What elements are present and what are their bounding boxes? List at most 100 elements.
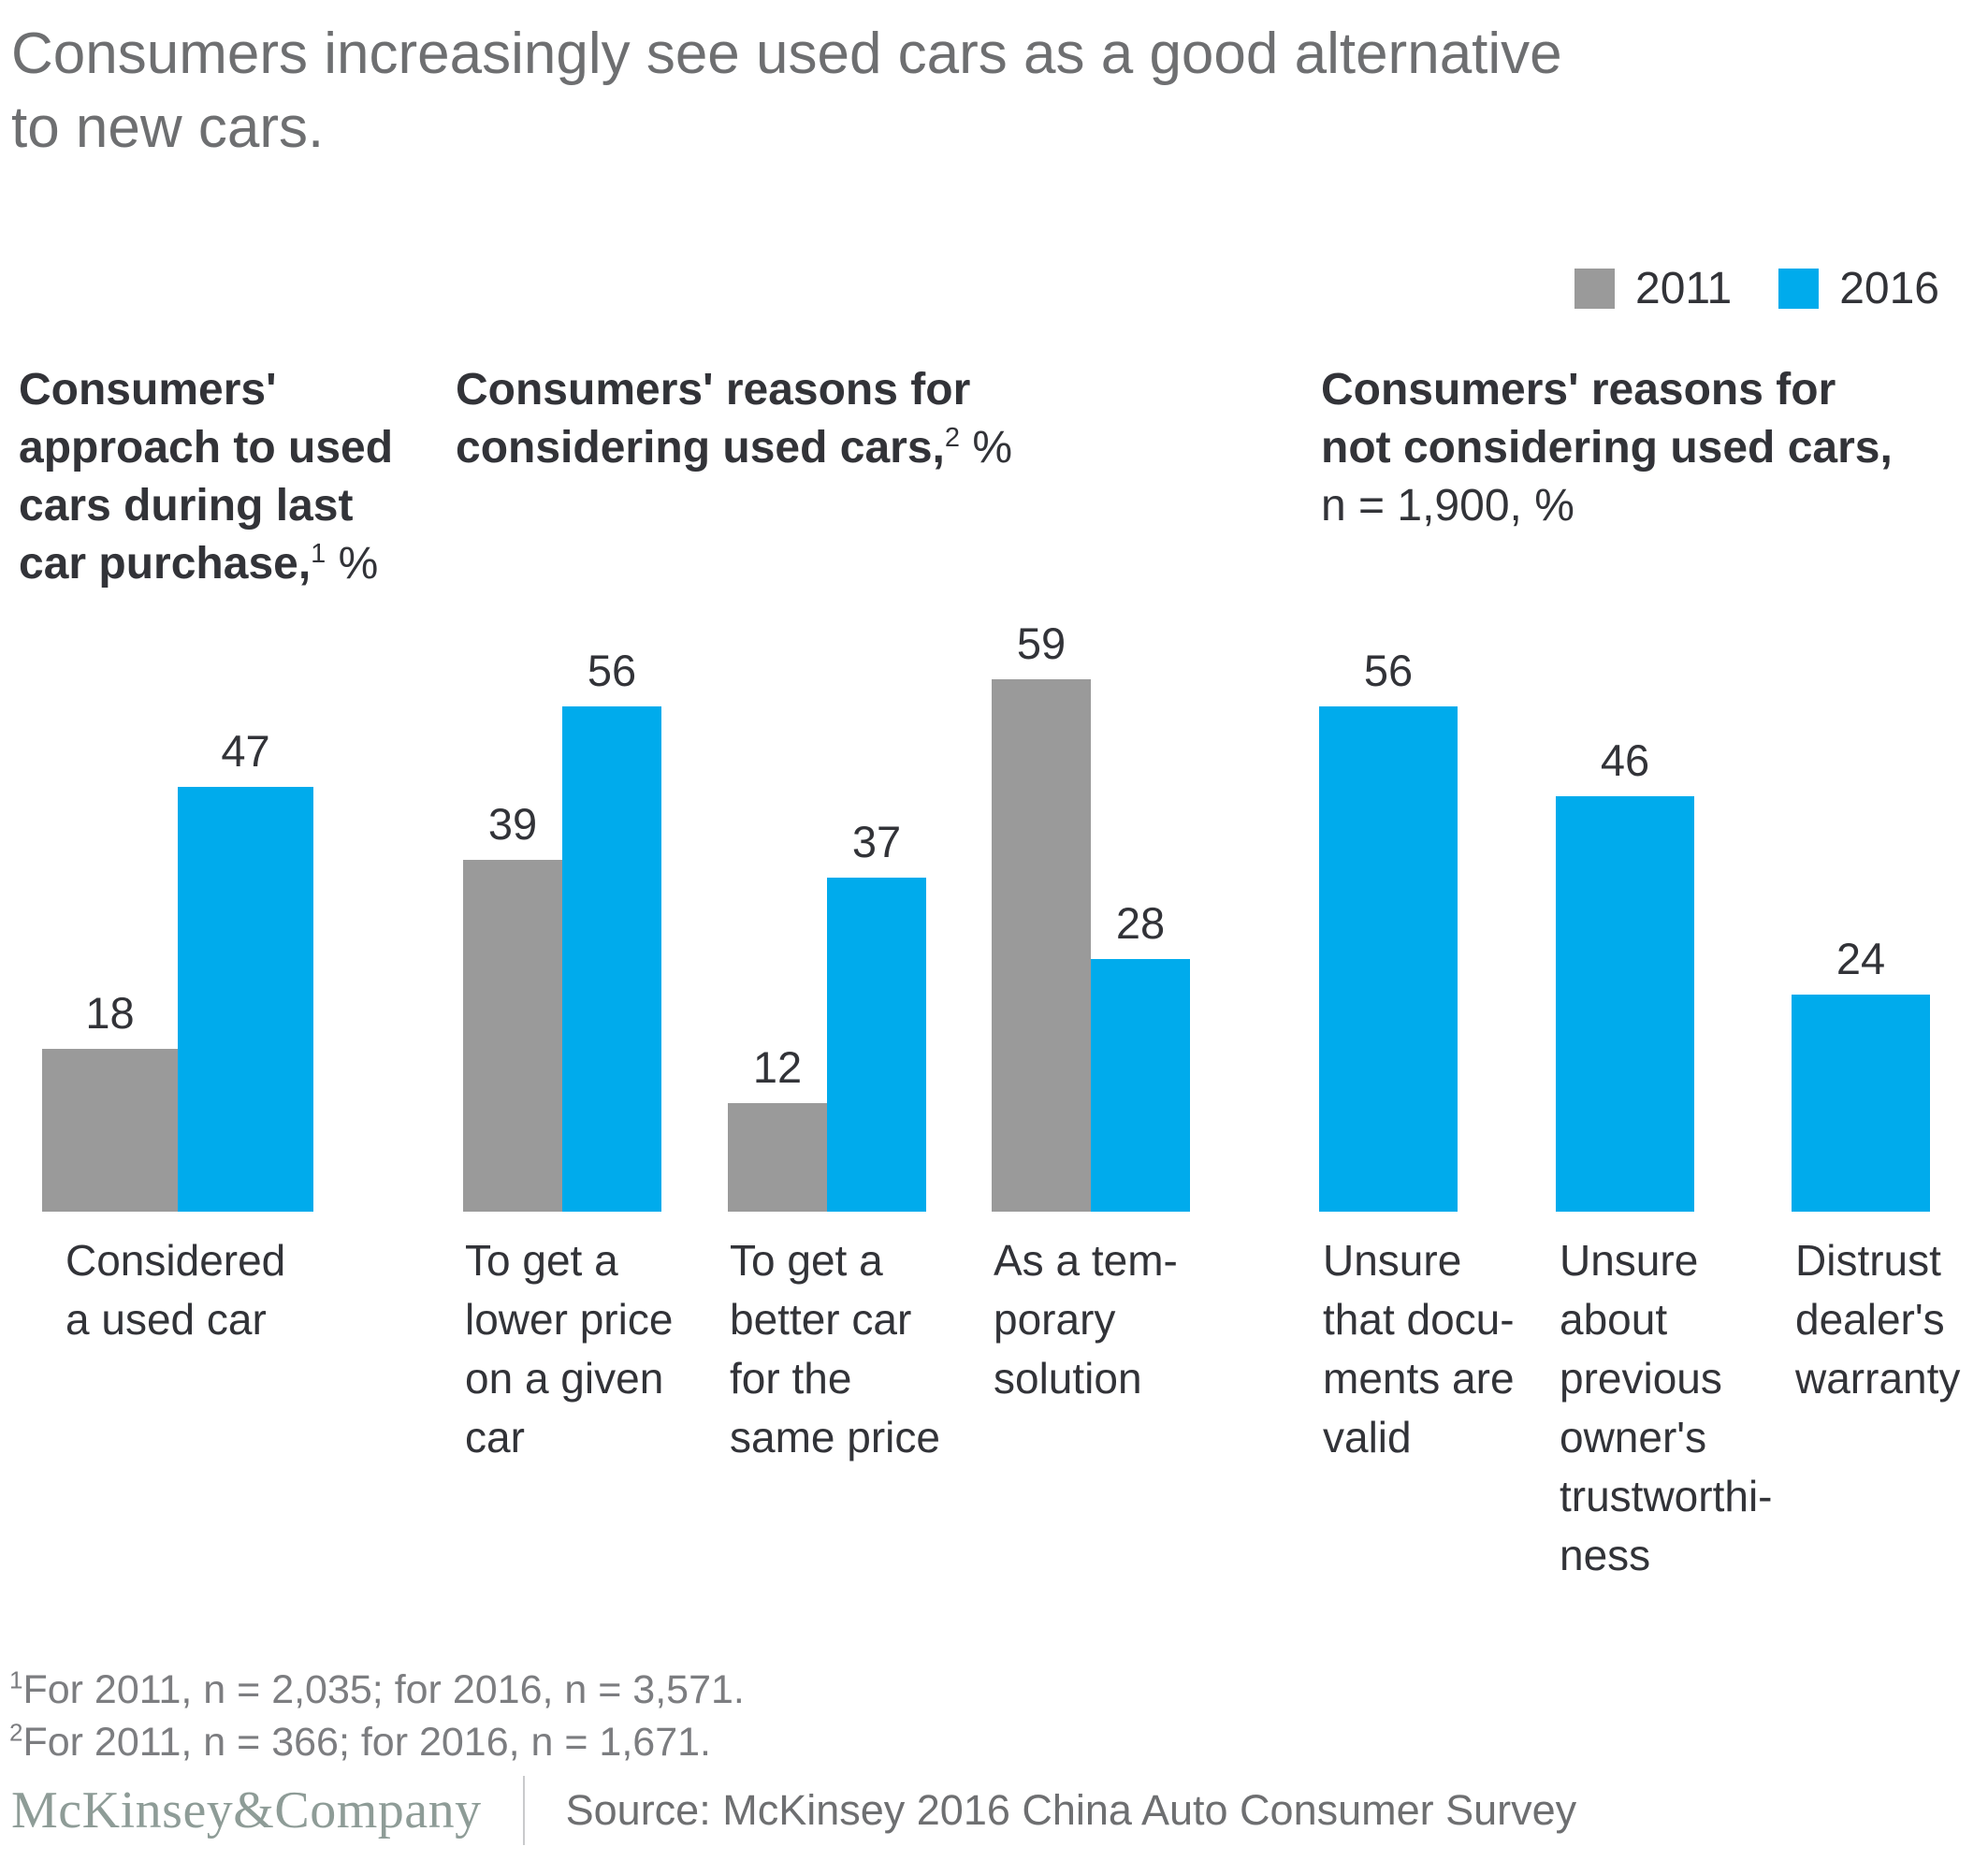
category-label-line: dealer's [1795, 1295, 1945, 1344]
bar-value-label: 37 [851, 817, 902, 866]
category-label-line: a used car [65, 1295, 267, 1344]
category-label-line: As a tem- [994, 1236, 1178, 1285]
category-label-line: warranty [1795, 1354, 1961, 1403]
bar-value-label: 24 [1836, 934, 1886, 983]
panel-heading-text: considering used cars, [456, 423, 945, 473]
category-label: Unsure that docu-ments are valid [1323, 1231, 1515, 1467]
category-label-line: about [1560, 1295, 1668, 1344]
category-label: To get a better car for the same price [730, 1231, 940, 1467]
bar-2016 [1556, 796, 1694, 1212]
category-label-line: Unsure [1560, 1236, 1699, 1285]
category-label-line: To get a [730, 1236, 883, 1285]
category-label-line: same price [730, 1413, 940, 1461]
panel-heading-line: not considering used cars, [1321, 419, 1893, 477]
panel-heading-text: Consumers' [19, 365, 277, 414]
panel-heading-superscript: 1 [311, 539, 326, 569]
category-label-line: porary [994, 1295, 1116, 1344]
panel-heading-suffix: % [326, 539, 379, 589]
category-label-line: for the [730, 1354, 852, 1403]
bar-value-label: 56 [587, 646, 637, 695]
page-title-line-2: to new cars. [11, 95, 325, 160]
panel-heading-suffix: % [959, 423, 1012, 473]
bar-value-label: 56 [1363, 646, 1414, 695]
category-label: As a tem-porary solution [994, 1231, 1178, 1408]
panel-heading-line: cars during last [19, 477, 393, 535]
category-label-line: Considered [65, 1236, 286, 1285]
bar-2016 [178, 787, 313, 1212]
bar-value-label: 46 [1600, 735, 1650, 785]
panel-heading-text: approach to used [19, 423, 394, 473]
legend-swatch-2011 [1574, 269, 1615, 309]
legend-label-2011: 2011 [1635, 264, 1733, 313]
legend-swatch-2016 [1778, 269, 1820, 309]
footnote-2: 2For 2011, n = 366; for 2016, n = 1,671. [9, 1716, 745, 1768]
bar-2016 [1091, 959, 1190, 1212]
source-text: Source: McKinsey 2016 China Auto Consume… [565, 1786, 1577, 1834]
category-label-line: To get a [465, 1236, 618, 1285]
bar-value-label: 47 [221, 726, 270, 776]
footer: McKinsey&Company Source: McKinsey 2016 C… [11, 1772, 1576, 1849]
footnote-2-text: For 2011, n = 366; for 2016, n = 1,671. [22, 1720, 711, 1765]
category-label-line: ness [1560, 1531, 1651, 1579]
footnote-1-text: For 2011, n = 2,035; for 2016, n = 3,571… [22, 1667, 745, 1712]
bar-value-label: 28 [1115, 898, 1166, 948]
panel-heading-text: cars during last [19, 481, 354, 531]
footnote-1-sup: 1 [9, 1665, 23, 1694]
bar-2011 [42, 1049, 178, 1212]
bar-value-label: 18 [85, 988, 135, 1038]
category-label-line: better car [730, 1295, 912, 1344]
panel-heading-line: considering used cars,2 % [456, 419, 1012, 477]
category-label-line: ments are [1323, 1354, 1515, 1403]
category-label-line: owner's [1560, 1413, 1707, 1461]
footer-divider [522, 1776, 525, 1845]
panel-heading-line: Consumers' reasons for [1321, 361, 1893, 419]
category-label-line: Unsure [1323, 1236, 1462, 1285]
category-label-line: trustworthi- [1560, 1472, 1773, 1520]
category-label-line: valid [1323, 1413, 1412, 1461]
panel-heading-text: car purchase, [19, 539, 312, 589]
panel-heading-line: Consumers' reasons for [456, 361, 1012, 419]
panel-heading-text: Consumers' reasons for [1321, 365, 1836, 414]
panel-heading-superscript: 2 [944, 423, 960, 453]
legend: 2011 2016 [1574, 263, 1939, 314]
bar-2011 [728, 1103, 827, 1212]
category-label-line: solution [994, 1354, 1142, 1403]
page-title-line-1: Consumers increasingly see used cars as … [11, 22, 1562, 86]
bar-value-label: 59 [1016, 618, 1067, 668]
category-label-line: that docu- [1323, 1295, 1515, 1344]
bar-2016 [562, 706, 661, 1212]
category-label-line: Distrust [1795, 1236, 1941, 1285]
category-label: To get a lower price on a given car [465, 1231, 673, 1467]
category-label-line: lower price [465, 1295, 674, 1344]
bar-value-label: 12 [752, 1042, 803, 1092]
legend-label-2016: 2016 [1839, 264, 1939, 313]
bar-2011 [992, 679, 1091, 1212]
bar-value-label: 39 [487, 799, 538, 849]
bar-2016 [1792, 995, 1930, 1212]
category-label-line: previous [1560, 1354, 1722, 1403]
footnotes: 1For 2011, n = 2,035; for 2016, n = 3,57… [9, 1664, 745, 1768]
panel-1-heading: Consumers' approach to used cars during la… [19, 361, 393, 593]
panel-heading-text: not considering used cars, [1321, 423, 1893, 473]
panel-2-heading: Consumers' reasons for considering used c… [456, 361, 1012, 477]
page-title: Consumers increasingly see used cars as … [11, 17, 1562, 165]
category-label: Unsure about previous owner's trustworthi-ne… [1560, 1231, 1772, 1585]
footnote-2-sup: 2 [9, 1718, 23, 1747]
category-label: Distrust dealer's warranty [1795, 1231, 1960, 1408]
footnote-1: 1For 2011, n = 2,035; for 2016, n = 3,57… [9, 1664, 745, 1716]
panel-3-heading: Consumers' reasons for not considering us… [1321, 361, 1893, 535]
bar-2016 [1319, 706, 1458, 1212]
panel-heading-text: Consumers' reasons for [456, 365, 971, 414]
category-label-line: on a given [465, 1354, 664, 1403]
panel-heading-line: Consumers' [19, 361, 393, 419]
panel-heading-line: car purchase,1 % [19, 535, 393, 593]
panel-heading-text: n = 1,900, % [1321, 481, 1574, 531]
category-label: Considered a used car [65, 1231, 285, 1349]
panel-heading-line: approach to used [19, 419, 393, 477]
mckinsey-logo: McKinsey&Company [11, 1781, 482, 1839]
bar-2016 [827, 878, 926, 1212]
category-label-line: car [465, 1413, 525, 1461]
panel-heading-line: n = 1,900, % [1321, 477, 1893, 535]
bar-2011 [463, 860, 562, 1212]
